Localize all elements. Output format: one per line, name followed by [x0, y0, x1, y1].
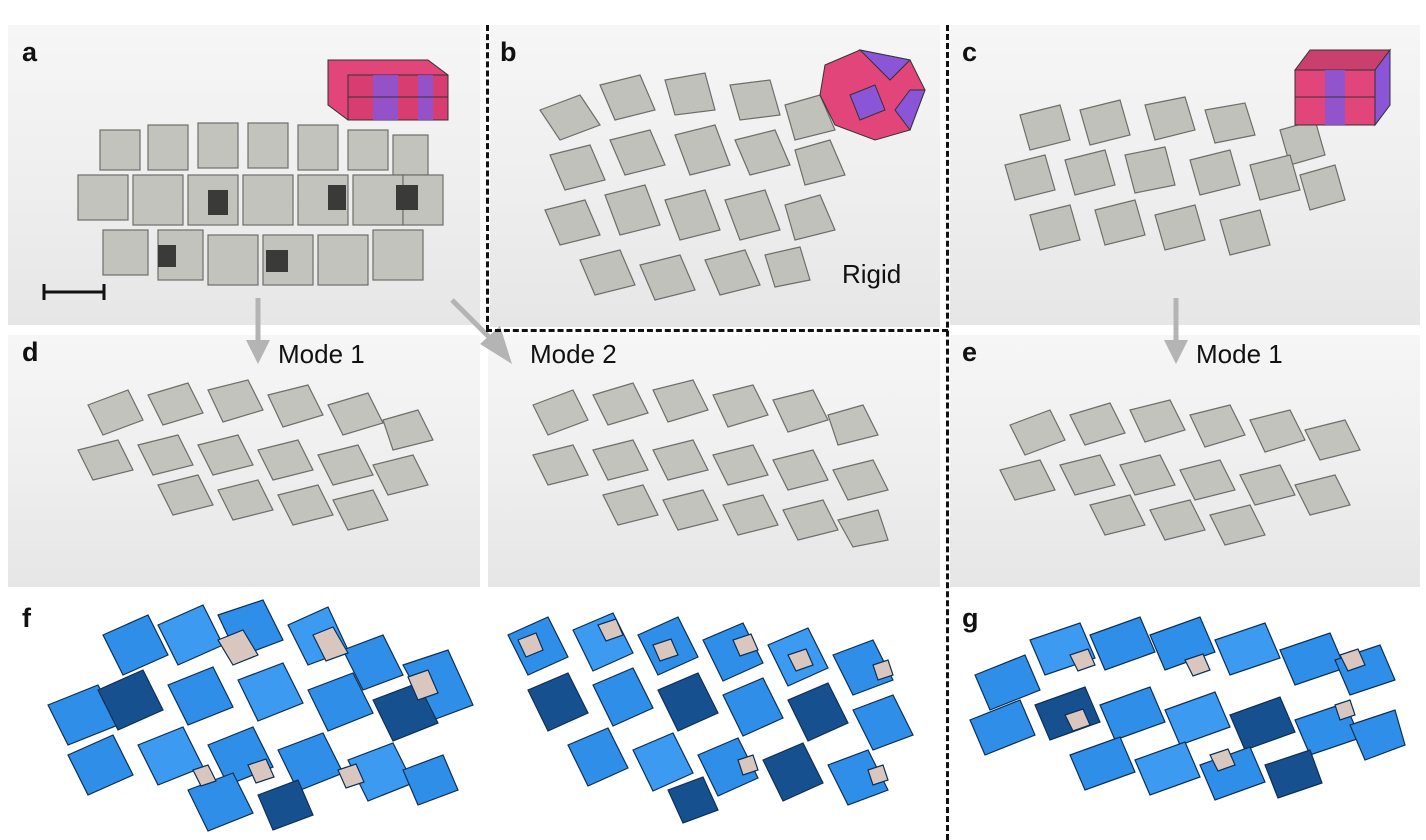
divider-vertical-main	[946, 25, 949, 840]
metamaterial-model-b	[539, 72, 846, 301]
rigid-annotation: Rigid	[842, 259, 902, 289]
label-f: f	[22, 603, 31, 633]
metamaterial-model-c	[1004, 96, 1346, 256]
label-g: g	[962, 603, 979, 633]
blue-render-mode2	[507, 612, 914, 824]
panel-g-render-mode1: g	[950, 595, 1420, 835]
inset-cube-c	[1294, 48, 1391, 127]
label-d: d	[22, 337, 39, 367]
panel-d-mode2-photo: Mode 2	[488, 335, 940, 587]
metamaterial-mode2-d	[532, 379, 889, 548]
metamaterial-model-a	[77, 122, 444, 286]
mode1-right-annotation: Mode 1	[1196, 339, 1283, 369]
blue-render-mode1	[47, 599, 474, 832]
panel-f-render-mode2	[488, 595, 940, 835]
label-e: e	[962, 337, 978, 367]
metamaterial-mode1-e	[999, 399, 1361, 546]
blue-render-mode1-c	[969, 616, 1406, 801]
panel-b-photo: b Rigid	[490, 25, 940, 327]
label-a: a	[22, 37, 38, 67]
inset-cube-b	[819, 49, 926, 141]
divider-vertical-b-left	[486, 25, 489, 331]
label-c: c	[962, 37, 978, 67]
mode1-left-annotation: Mode 1	[278, 339, 365, 369]
panel-f-render-mode1: f	[8, 595, 480, 835]
metamaterial-mode1-d	[77, 379, 434, 531]
panel-d-mode1-photo: d Mode 1	[8, 335, 480, 587]
panel-e-photo: e Mode 1	[950, 335, 1420, 587]
panel-c-photo: c	[950, 25, 1420, 325]
mode2-annotation: Mode 2	[530, 339, 617, 369]
panel-a-photo: a	[8, 25, 480, 325]
label-b: b	[500, 37, 517, 67]
divider-horizontal-b-bottom	[486, 329, 948, 332]
scale-bar	[42, 284, 106, 300]
inset-cube-a	[327, 59, 449, 121]
